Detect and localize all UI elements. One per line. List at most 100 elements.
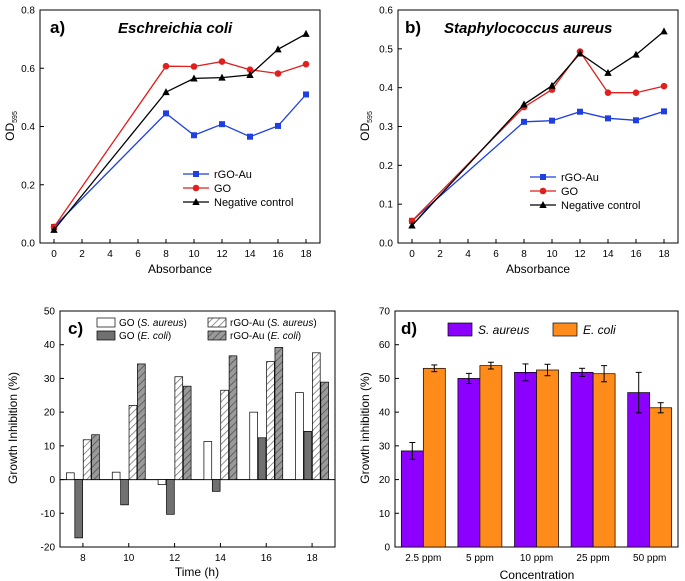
x-tick-label: 16 bbox=[630, 249, 642, 260]
data-point-triangle bbox=[246, 70, 254, 78]
bar bbox=[312, 352, 321, 480]
y-tick-label: -20 bbox=[41, 543, 56, 554]
y-tick-label: 10 bbox=[379, 509, 391, 520]
x-tick-label: 50 ppm bbox=[633, 553, 666, 564]
legend-marker-circle bbox=[539, 187, 547, 195]
data-point-triangle bbox=[50, 225, 58, 233]
bar bbox=[182, 385, 192, 480]
panel-label: b) bbox=[405, 18, 421, 37]
y-tick-label: 40 bbox=[44, 340, 56, 351]
legend-label: GO (E. coli) bbox=[119, 331, 171, 342]
y-tick-label: 40 bbox=[379, 408, 391, 419]
y-tick-label: 0.4 bbox=[21, 122, 35, 133]
legend-swatch bbox=[207, 317, 227, 328]
series-line bbox=[411, 30, 665, 226]
x-tick-label: 5 ppm bbox=[466, 553, 494, 564]
data-point-triangle bbox=[274, 45, 282, 53]
data-point-circle bbox=[274, 70, 282, 77]
x-tick-label: 18 bbox=[307, 553, 319, 564]
bar bbox=[536, 369, 559, 548]
bar bbox=[82, 439, 92, 480]
x-tick-label: 6 bbox=[493, 249, 499, 260]
x-tick-label: 0 bbox=[409, 249, 415, 260]
bar bbox=[157, 479, 167, 485]
legend-label: GO bbox=[214, 183, 232, 195]
bar bbox=[166, 479, 175, 515]
legend: S. aureus E. coli bbox=[447, 322, 616, 337]
bar bbox=[249, 411, 258, 480]
legend-label: rGO-Au (S. aureus) bbox=[230, 318, 317, 329]
x-tick-label: 14 bbox=[602, 249, 614, 260]
series-layer bbox=[400, 361, 673, 548]
bar bbox=[320, 381, 329, 480]
data-point-triangle bbox=[548, 81, 556, 89]
y-tick-label: 50 bbox=[379, 374, 391, 385]
y-tick-label: 30 bbox=[44, 374, 56, 385]
x-tick-label: 10 ppm bbox=[520, 553, 553, 564]
legend-marker-square bbox=[540, 174, 546, 180]
y-tick-label: 0.6 bbox=[379, 6, 393, 17]
y-axis-label: Growth inhibition (%) bbox=[358, 372, 372, 483]
x-tick-label: 2.5 ppm bbox=[405, 553, 441, 564]
data-point-square bbox=[661, 108, 667, 115]
data-point-circle bbox=[632, 89, 640, 97]
y-tick-label: -10 bbox=[41, 509, 56, 520]
x-tick-label: 25 ppm bbox=[576, 553, 609, 564]
x-tick-label: 8 bbox=[521, 249, 527, 260]
x-tick-label: 14 bbox=[215, 553, 227, 564]
legend-swatch bbox=[447, 322, 473, 337]
data-point-circle bbox=[190, 63, 198, 70]
bar bbox=[627, 392, 651, 548]
bar bbox=[228, 355, 238, 480]
legend: GO (S. aureus) GO (E. coli) rGO-Au (S. a… bbox=[96, 317, 317, 342]
data-point-triangle bbox=[162, 88, 170, 96]
panel-label: a) bbox=[50, 18, 65, 37]
legend-label: rGO-Au bbox=[561, 172, 599, 184]
x-axis-label: Absorbance bbox=[148, 262, 212, 276]
x-tick-label: 2 bbox=[79, 249, 85, 260]
legend-marker-triangle bbox=[539, 201, 547, 208]
chart-panel-c: c) Time (h) Growth Inhibition (%) -20 -10… bbox=[6, 307, 336, 579]
bar bbox=[295, 392, 304, 480]
bar bbox=[514, 372, 537, 548]
bar bbox=[274, 347, 284, 480]
x-axis-label: Absorbance bbox=[506, 262, 570, 276]
bar bbox=[649, 407, 673, 548]
data-point-circle bbox=[162, 62, 170, 70]
chart-panel-b: b) Staphylococcus aureus Absorbance OD59… bbox=[358, 6, 679, 276]
data-point-circle bbox=[302, 60, 310, 68]
chart-title: Eschreichia coli bbox=[118, 20, 233, 37]
y-tick-label: 70 bbox=[379, 307, 391, 318]
y-tick-label: 20 bbox=[44, 408, 56, 419]
x-tick-label: 4 bbox=[465, 249, 471, 260]
y-tick-label: 0.1 bbox=[379, 200, 393, 211]
x-tick-label: 2 bbox=[437, 249, 443, 260]
x-tick-label: 12 bbox=[574, 249, 586, 260]
y-tick-label: 0.0 bbox=[21, 239, 35, 250]
bar bbox=[120, 479, 129, 506]
legend-label: GO bbox=[561, 186, 579, 198]
x-tick-label: 14 bbox=[244, 249, 256, 260]
bar bbox=[203, 441, 213, 480]
bar bbox=[479, 365, 503, 548]
series-line bbox=[411, 50, 665, 222]
data-point-square bbox=[633, 117, 639, 124]
x-tick-label: 0 bbox=[51, 249, 57, 260]
x-tick-label: 8 bbox=[163, 249, 169, 260]
data-point-triangle bbox=[190, 74, 198, 82]
x-tick-label: 6 bbox=[135, 249, 141, 260]
y-axis-label: OD595 bbox=[358, 111, 374, 141]
legend: rGO-Au GO Negative control bbox=[183, 169, 294, 209]
legend-label: rGO-Au bbox=[214, 169, 252, 181]
chart-panel-d: d) Concentration Growth inhibition (%) 0… bbox=[358, 307, 679, 581]
bar bbox=[211, 479, 221, 492]
data-point-square bbox=[219, 121, 225, 128]
legend-label: Negative control bbox=[214, 197, 294, 209]
legend-marker-square bbox=[193, 171, 199, 177]
data-point-circle bbox=[604, 89, 612, 97]
bar bbox=[137, 363, 146, 480]
y-tick-label: 0.2 bbox=[21, 180, 35, 191]
data-point-triangle bbox=[576, 49, 584, 57]
legend-swatch bbox=[552, 322, 578, 337]
